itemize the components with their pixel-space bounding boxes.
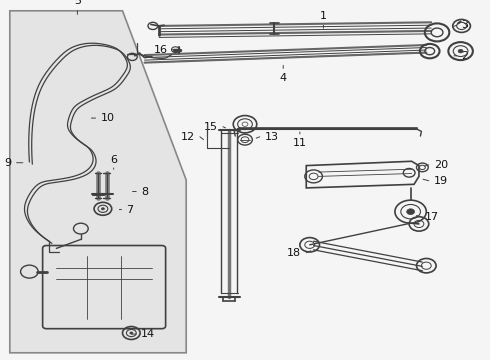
Text: 16: 16 <box>153 45 168 55</box>
Text: 1: 1 <box>320 11 327 21</box>
Text: 17: 17 <box>425 212 440 222</box>
Text: 14: 14 <box>141 329 155 339</box>
Text: 6: 6 <box>110 155 117 165</box>
Text: 20: 20 <box>434 160 448 170</box>
Text: 18: 18 <box>287 248 301 258</box>
Text: 15: 15 <box>204 122 218 132</box>
Text: 4: 4 <box>280 73 287 83</box>
Circle shape <box>407 209 415 215</box>
Text: 19: 19 <box>434 176 448 186</box>
Circle shape <box>130 332 133 334</box>
Circle shape <box>458 49 463 53</box>
Text: 11: 11 <box>293 138 307 148</box>
Text: 7: 7 <box>126 204 134 215</box>
Text: 3: 3 <box>462 20 468 30</box>
Text: 5: 5 <box>74 0 81 6</box>
Text: 9: 9 <box>4 158 12 168</box>
Polygon shape <box>10 11 186 353</box>
Text: 13: 13 <box>265 132 279 142</box>
Text: 8: 8 <box>141 186 148 197</box>
Text: 2: 2 <box>462 51 469 61</box>
Text: 10: 10 <box>100 113 115 123</box>
Circle shape <box>101 208 104 210</box>
Text: 12: 12 <box>181 132 195 142</box>
